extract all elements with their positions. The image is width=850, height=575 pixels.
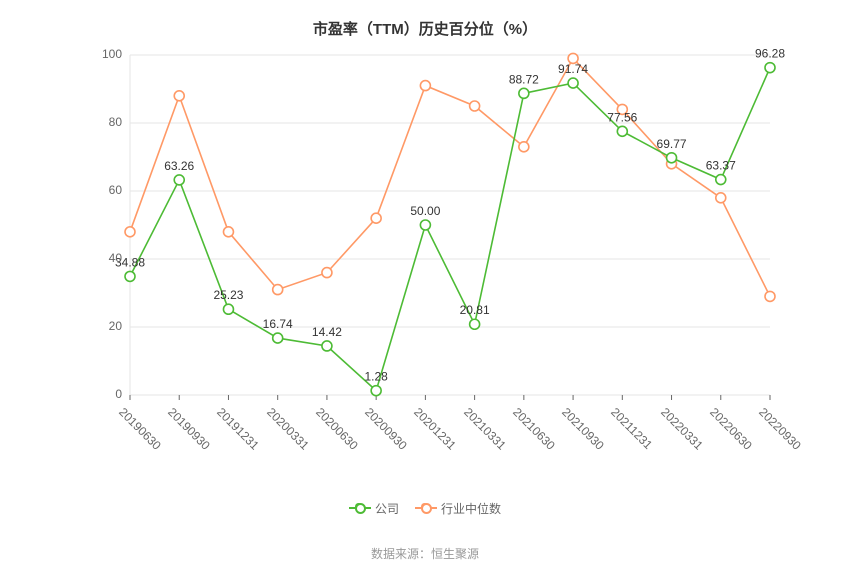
data-source: 数据来源：恒生聚源 xyxy=(0,545,850,562)
y-axis-tick: 100 xyxy=(102,47,122,61)
svg-text:1.28: 1.28 xyxy=(364,370,388,384)
svg-text:69.77: 69.77 xyxy=(657,137,687,151)
svg-text:50.00: 50.00 xyxy=(410,204,440,218)
svg-text:91.74: 91.74 xyxy=(558,62,588,76)
legend: 公司 行业中位数 xyxy=(0,498,850,517)
legend-item: 行业中位数 xyxy=(415,500,501,517)
y-axis-tick: 40 xyxy=(109,251,122,265)
svg-text:88.72: 88.72 xyxy=(509,72,539,86)
legend-marker xyxy=(349,507,371,509)
legend-marker xyxy=(415,507,437,509)
svg-text:16.74: 16.74 xyxy=(263,317,293,331)
svg-text:96.28: 96.28 xyxy=(755,47,785,61)
legend-label: 公司 xyxy=(375,500,399,517)
svg-text:63.37: 63.37 xyxy=(706,159,736,173)
svg-text:20.81: 20.81 xyxy=(460,303,490,317)
svg-text:25.23: 25.23 xyxy=(213,288,243,302)
y-axis-tick: 60 xyxy=(109,183,122,197)
line-chart: 34.8863.2625.2316.7414.421.2850.0020.818… xyxy=(0,0,850,575)
y-axis-tick: 20 xyxy=(109,319,122,333)
y-axis-tick: 0 xyxy=(115,387,122,401)
svg-text:14.42: 14.42 xyxy=(312,325,342,339)
legend-label: 行业中位数 xyxy=(441,500,501,517)
y-axis-tick: 80 xyxy=(109,115,122,129)
legend-item: 公司 xyxy=(349,500,399,517)
svg-text:63.26: 63.26 xyxy=(164,159,194,173)
svg-text:77.56: 77.56 xyxy=(607,110,637,124)
